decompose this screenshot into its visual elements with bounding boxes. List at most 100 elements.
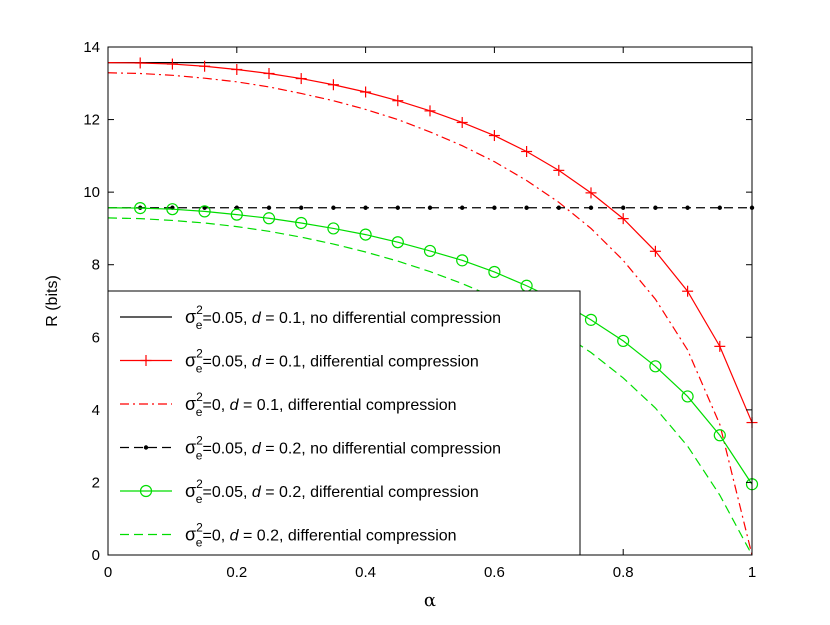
- series-5-line: [107, 207, 753, 485]
- series-2-point-11: [456, 116, 468, 128]
- legend-d-1: d: [252, 310, 262, 327]
- series-2-point-1: [134, 57, 146, 69]
- series-5-point-1: [134, 202, 147, 215]
- series-5-point-11: [456, 254, 469, 267]
- series-5-point-16: [617, 334, 630, 348]
- y-tick-label-3: 6: [92, 329, 100, 346]
- series-4-point-15: [588, 205, 594, 210]
- series-4-point-11: [460, 205, 465, 210]
- series-5-point-2: [166, 203, 179, 216]
- legend-pre-4: =0.05,: [202, 441, 251, 458]
- legend-post-3: = 0.1, differential compression: [239, 397, 457, 414]
- series-5-point-17: [649, 360, 662, 373]
- legend-sub-6: e: [196, 536, 203, 550]
- legend-swatch-marker-5: [139, 484, 153, 498]
- series-layer: [107, 57, 759, 556]
- series-2-point-5: [263, 67, 275, 79]
- legend-entry-5: σ2 e=0.05, d = 0.2, differential compress…: [120, 477, 479, 506]
- x-tick-label-2: 0.4: [355, 564, 376, 581]
- series-2-point-8: [360, 86, 372, 98]
- series-2-point-2: [166, 58, 178, 70]
- series-4-point-9: [395, 205, 400, 210]
- series-4-point-8: [363, 205, 368, 210]
- legend-entry-4: σ2 e=0.05, d = 0.2, no differential compr…: [120, 434, 501, 463]
- series-4-point-6: [299, 205, 304, 210]
- legend-entry-3: σ2 e=0, d = 0.1, differential compression: [120, 390, 457, 419]
- legend-entry-2: σ2 e=0.05, d = 0.1, differential compress…: [120, 347, 479, 376]
- legend-label-1: σ2 e=0.05, d = 0.1, no differential compr…: [185, 303, 501, 332]
- x-tick-label-1: 0.2: [226, 564, 247, 581]
- series-5-point-3: [198, 205, 211, 218]
- series-4-point-14: [556, 205, 561, 210]
- y-tick-label-6: 12: [83, 112, 100, 129]
- legend-d-5: d: [252, 484, 262, 501]
- legend-post-5: = 0.2, differential compression: [261, 484, 479, 501]
- legend-sup-1: 2: [196, 303, 203, 317]
- legend-sub-1: e: [196, 318, 203, 332]
- series-2-point-9: [392, 95, 404, 107]
- y-tick-label-2: 4: [92, 402, 100, 419]
- legend-label-4: σ2 e=0.05, d = 0.2, no differential compr…: [185, 434, 501, 463]
- y-tick-label-1: 2: [92, 474, 100, 491]
- series-4-point-13: [524, 205, 529, 210]
- series-2-point-6: [295, 73, 307, 85]
- y-tick-label-0: 0: [92, 547, 100, 564]
- series-2-point-17: [649, 245, 661, 257]
- legend-sub-5: e: [196, 492, 203, 506]
- legend-sigma-6: σ: [185, 525, 196, 545]
- legend-sub-4: e: [196, 449, 203, 463]
- legend-pre-3: =0,: [202, 397, 229, 414]
- series-4-point-16: [621, 205, 626, 210]
- legend: σ2 e=0.05, d = 0.1, no differential compr…: [107, 290, 581, 556]
- legend-sigma-3: σ: [185, 394, 196, 414]
- legend-sup-4: 2: [196, 434, 203, 448]
- legend-sigma-1: σ: [185, 307, 196, 327]
- series-2-point-18: [682, 285, 694, 297]
- series-5-point-9: [391, 236, 404, 249]
- series-2-point-3: [199, 60, 211, 72]
- legend-sub-3: e: [196, 405, 203, 419]
- legend-sup-3: 2: [196, 390, 203, 404]
- legend-d-4: d: [252, 441, 262, 458]
- legend-pre-1: =0.05,: [202, 310, 251, 327]
- legend-label-6: σ2 e=0, d = 0.2, differential compression: [185, 521, 457, 550]
- legend-pre-6: =0,: [202, 528, 229, 545]
- series-2-point-16: [617, 213, 629, 225]
- series-4-point-7: [331, 205, 336, 210]
- legend-swatch-marker-2: [140, 355, 152, 366]
- series-5: [107, 202, 759, 491]
- legend-sigma-2: σ: [185, 351, 196, 371]
- y-axis-label: R (bits): [44, 275, 61, 327]
- series-2-point-14: [553, 164, 565, 176]
- legend-d-6: d: [230, 528, 240, 545]
- legend-label-2: σ2 e=0.05, d = 0.1, differential compress…: [185, 347, 479, 376]
- legend-entry-6: σ2 e=0, d = 0.2, differential compression: [120, 521, 457, 550]
- legend-post-6: = 0.2, differential compression: [239, 528, 457, 545]
- series-5-point-10: [423, 244, 437, 258]
- series-2-point-13: [521, 146, 533, 158]
- series-2-point-19: [714, 340, 726, 352]
- x-tick-label-3: 0.6: [484, 564, 505, 581]
- x-tick-label-5: 1: [748, 564, 756, 581]
- series-3: [107, 72, 753, 556]
- series-5-point-7: [327, 222, 340, 235]
- series-5-point-12: [488, 265, 501, 279]
- series-2-point-12: [488, 130, 500, 142]
- series-2-point-7: [327, 79, 339, 91]
- legend-post-1: = 0.1, no differential compression: [261, 310, 501, 327]
- series-3-line: [107, 72, 753, 556]
- series-4-point-3: [202, 205, 207, 210]
- legend-entry-1: σ2 e=0.05, d = 0.1, no differential compr…: [120, 303, 501, 332]
- legend-pre-2: =0.05,: [202, 354, 251, 371]
- series-5-point-6: [295, 216, 308, 230]
- series-4: [108, 205, 755, 210]
- series-4-point-18: [685, 205, 690, 210]
- legend-label-3: σ2 e=0, d = 0.1, differential compression: [185, 390, 457, 419]
- legend-sup-2: 2: [196, 347, 203, 361]
- series-2-point-10: [424, 105, 436, 117]
- x-tick-label-0: 0: [104, 564, 112, 581]
- legend-post-4: = 0.2, no differential compression: [261, 441, 501, 458]
- series-6-line: [107, 217, 753, 556]
- legend-d-3: d: [230, 397, 240, 414]
